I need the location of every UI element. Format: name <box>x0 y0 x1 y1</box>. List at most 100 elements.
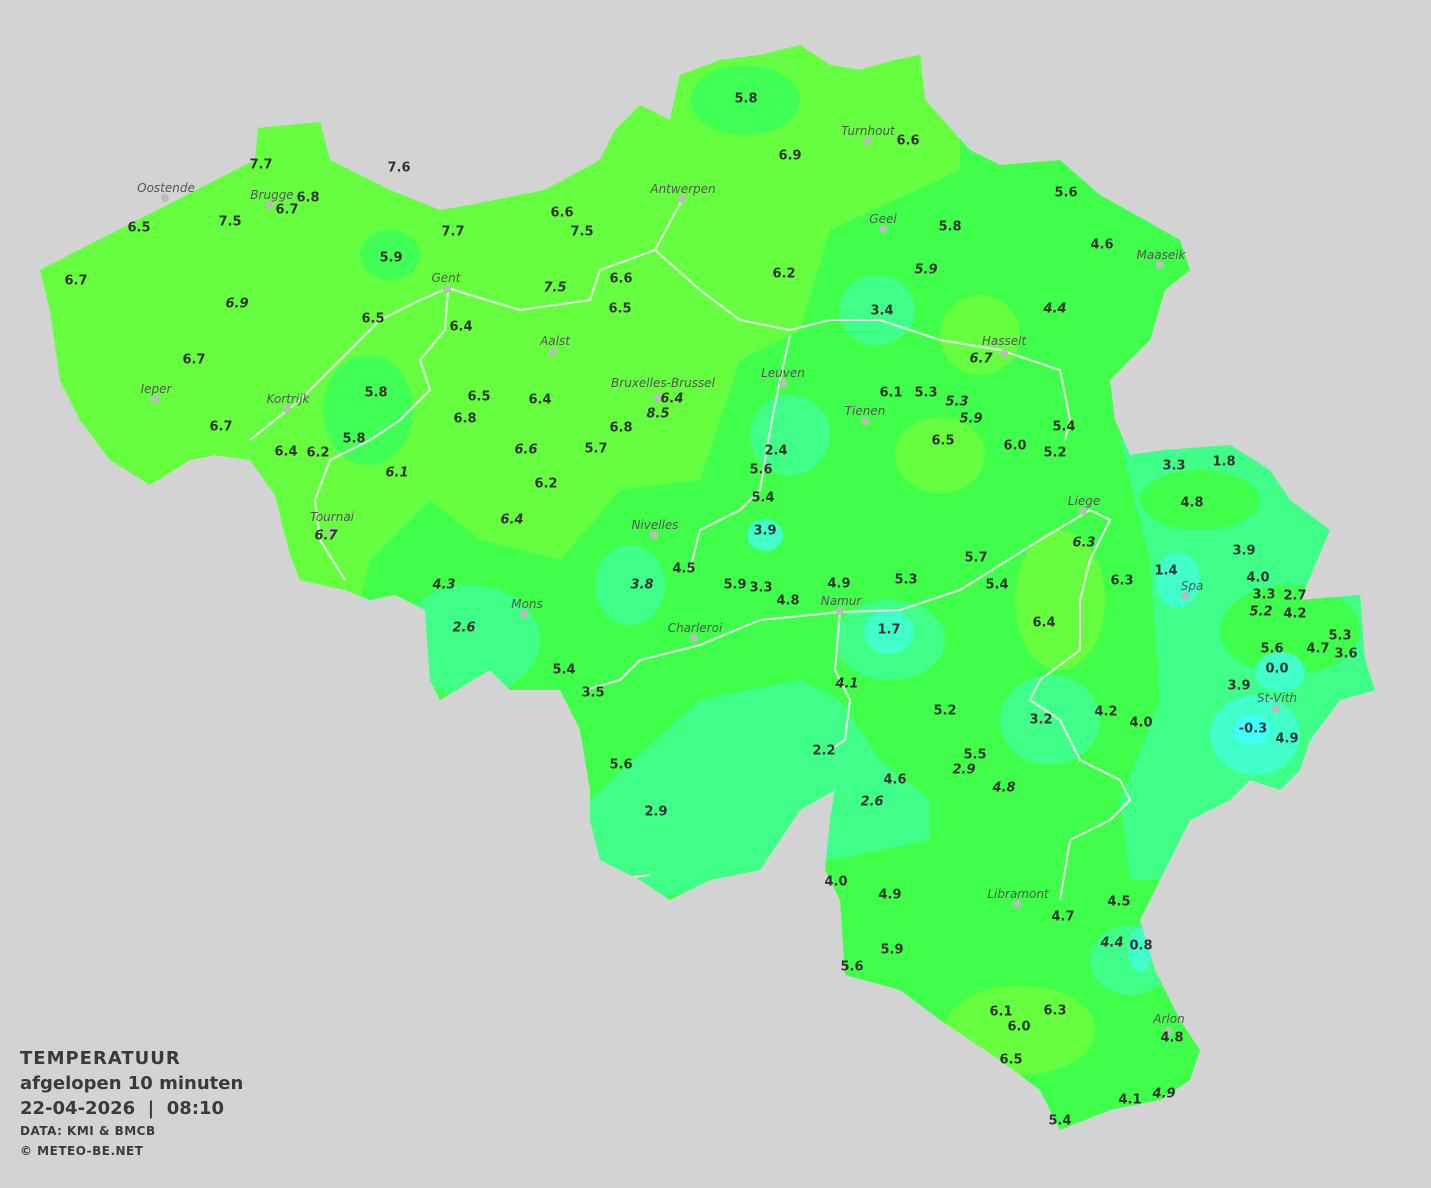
station-temperature: 6.7 <box>182 352 206 368</box>
station-temperature: 2.4 <box>764 443 788 459</box>
station-temperature: 6.4 <box>660 391 684 407</box>
city-dot <box>1013 900 1021 908</box>
city-label: Hasselt <box>981 334 1027 348</box>
station-temperature: 4.7 <box>1306 641 1330 657</box>
city-label: Antwerpen <box>650 182 716 196</box>
city-label: Ieper <box>140 382 172 396</box>
station-temperature: 6.3 <box>1072 535 1096 551</box>
map-datetime: 22-04-2026 | 08:10 <box>20 1098 225 1119</box>
city-dot <box>520 610 528 618</box>
station-temperature: 4.0 <box>1129 715 1153 731</box>
city-label: Nivelles <box>631 518 679 532</box>
rivers <box>249 199 1132 901</box>
city-label: Spa <box>1180 579 1204 593</box>
station-temperature: 5.9 <box>880 942 904 958</box>
city-label: Turnhout <box>841 124 895 138</box>
station-temperature: 5.9 <box>723 577 747 593</box>
cool-zone-ourthe <box>1000 675 1100 765</box>
station-temperature: 4.9 <box>878 887 902 903</box>
aqua-spot-nivelles <box>747 519 783 551</box>
station-temperature: 4.6 <box>1090 237 1114 253</box>
station-temperature: 6.7 <box>64 273 88 289</box>
station-temperature: 6.1 <box>385 465 409 481</box>
copyright: © METEO-BE.NET <box>20 1144 144 1158</box>
map-period: afgelopen 10 minuten <box>20 1073 244 1094</box>
data-source: DATA: KMI & BMCB <box>20 1124 156 1138</box>
station-temperature: 6.7 <box>969 351 993 367</box>
station-temperature: 6.0 <box>1003 438 1027 454</box>
station-temperature: 6.7 <box>314 528 338 544</box>
city-dot <box>861 417 869 425</box>
station-temperature: 6.5 <box>127 220 151 236</box>
station-temperature: 4.2 <box>1094 704 1118 720</box>
station-temperature: 1.8 <box>1212 454 1236 470</box>
map-title: TEMPERATUUR <box>20 1048 181 1069</box>
station-temperature: 2.2 <box>812 743 836 759</box>
station-temperature: 5.3 <box>894 572 918 588</box>
station-temperature: 6.4 <box>1032 615 1056 631</box>
station-temperature: 5.4 <box>552 662 576 678</box>
station-temperature: 6.5 <box>608 301 632 317</box>
station-temperature: 5.6 <box>840 959 864 975</box>
station-temperature: 4.1 <box>1118 1092 1142 1108</box>
station-temperature: 5.3 <box>945 394 969 410</box>
station-temperature: 4.8 <box>1180 495 1204 511</box>
station-temperature: 6.6 <box>609 271 633 287</box>
station-temperature: 8.5 <box>646 406 670 422</box>
station-temperature: 5.3 <box>914 385 938 401</box>
station-temperature: 2.9 <box>644 804 668 820</box>
station-temperature: 6.4 <box>500 512 524 528</box>
station-temperature: 5.8 <box>364 385 388 401</box>
station-temperature: 4.5 <box>672 561 696 577</box>
station-temperature: 4.2 <box>1283 606 1307 622</box>
aqua-spot-spa <box>1156 552 1200 608</box>
city-label: Libramont <box>987 887 1049 901</box>
station-temperature: 5.7 <box>964 550 988 566</box>
station-temperature: 4.5 <box>1107 894 1131 910</box>
station-temperature: 7.7 <box>249 157 273 173</box>
city-label: Liege <box>1067 494 1101 508</box>
city-dot <box>678 195 686 203</box>
city-label: Kortrijk <box>266 392 310 406</box>
station-temperature: 3.4 <box>870 303 894 319</box>
station-temperature: 6.2 <box>534 476 558 492</box>
station-temperature: 6.1 <box>989 1004 1013 1020</box>
station-temperature: 4.7 <box>1051 909 1075 925</box>
station-temperature: 6.1 <box>879 385 903 401</box>
station-temperature: 5.9 <box>959 411 983 427</box>
station-temperature: 7.7 <box>441 224 465 240</box>
warm-zone-ardennes <box>1220 585 1360 675</box>
cool-zone-mons <box>400 585 540 695</box>
station-temperature: 6.8 <box>296 190 320 206</box>
aqua-spot-namur <box>864 610 914 654</box>
station-temperature: 3.9 <box>1227 678 1251 694</box>
station-temperature: 6.3 <box>1110 573 1134 589</box>
city-label: Maaseik <box>1136 248 1186 262</box>
city-dot <box>161 194 169 202</box>
station-temperature: 6.3 <box>1043 1003 1067 1019</box>
station-temperature: 5.5 <box>963 747 987 763</box>
station-temperature: 4.6 <box>883 772 907 788</box>
city-label: Arlon <box>1153 1012 1185 1026</box>
cool-zone-nivelles <box>595 545 665 625</box>
warm-zone-liege-north <box>1140 470 1260 530</box>
station-temperature: 0.8 <box>1129 938 1153 954</box>
station-temperature: 3.2 <box>1029 712 1053 728</box>
station-temperature: 5.9 <box>379 250 403 266</box>
aqua-spot-stvith <box>1255 652 1305 692</box>
station-temperature: 3.8 <box>630 577 654 593</box>
city-dot <box>1156 261 1164 269</box>
station-temperature: 1.4 <box>1154 563 1178 579</box>
station-temperature: 5.8 <box>734 91 758 107</box>
city-dot <box>1181 592 1189 600</box>
city-dot <box>327 527 335 535</box>
station-temperature: 6.9 <box>778 148 802 164</box>
station-temperature: 5.2 <box>933 703 957 719</box>
station-temperature: 6.5 <box>999 1052 1023 1068</box>
station-temperature: 5.4 <box>1048 1113 1072 1129</box>
station-temperature: 4.8 <box>992 780 1016 796</box>
warm-zone-liege <box>1015 530 1105 670</box>
station-temperature: 5.6 <box>1260 641 1284 657</box>
city-dot <box>1079 507 1087 515</box>
